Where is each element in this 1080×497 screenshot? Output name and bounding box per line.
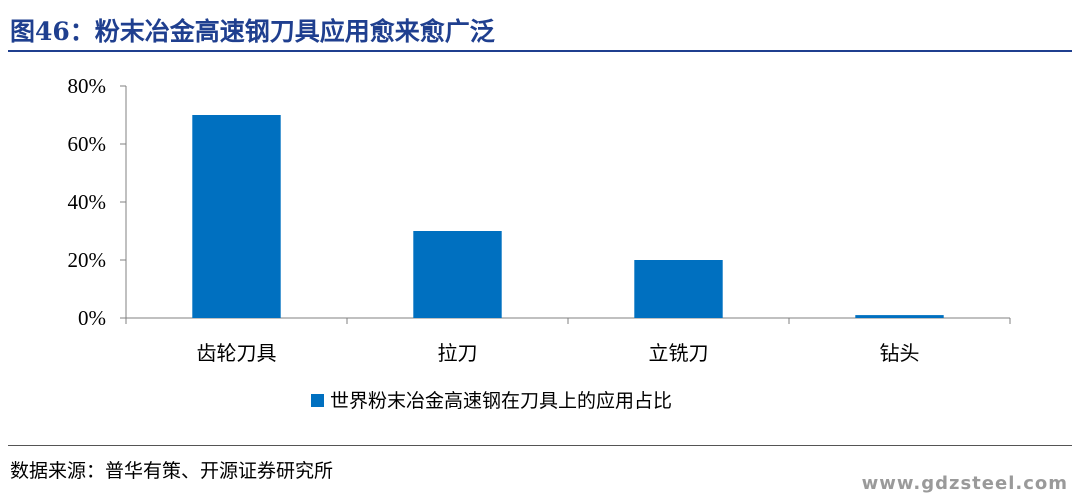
category-label: 立铣刀 bbox=[649, 341, 709, 365]
bar bbox=[192, 115, 281, 318]
bar-chart: 0% 20% 40% 60% 80% 齿轮刀具 拉刀 立铣刀 钻头世界粉末冶金高速钢在刀具上的应… bbox=[68, 74, 1011, 412]
bar bbox=[413, 231, 502, 318]
footer-divider bbox=[8, 445, 1072, 446]
source-note: 数据来源：普华有策、开源证券研究所 bbox=[10, 460, 334, 482]
bar bbox=[634, 260, 723, 318]
title-divider bbox=[8, 50, 1072, 52]
figure-title: 图46：粉末冶金高速钢刀具应用愈来愈广泛 bbox=[10, 17, 495, 46]
y-tick-label: 20% bbox=[68, 248, 107, 272]
legend-label: 世界粉末冶金高速钢在刀具上的应用占比 bbox=[330, 390, 672, 412]
category-label: 拉刀 bbox=[438, 341, 478, 365]
category-label: 钻头 bbox=[880, 341, 920, 365]
bar bbox=[855, 315, 944, 318]
y-tick-label: 0% bbox=[78, 306, 106, 330]
category-label: 齿轮刀具 bbox=[197, 341, 277, 365]
legend-swatch bbox=[311, 394, 324, 407]
y-tick-label: 60% bbox=[68, 132, 107, 156]
watermark: www.gdzsteel.com bbox=[861, 473, 1068, 494]
y-tick-label: 80% bbox=[68, 74, 107, 98]
y-tick-label: 40% bbox=[68, 190, 107, 214]
